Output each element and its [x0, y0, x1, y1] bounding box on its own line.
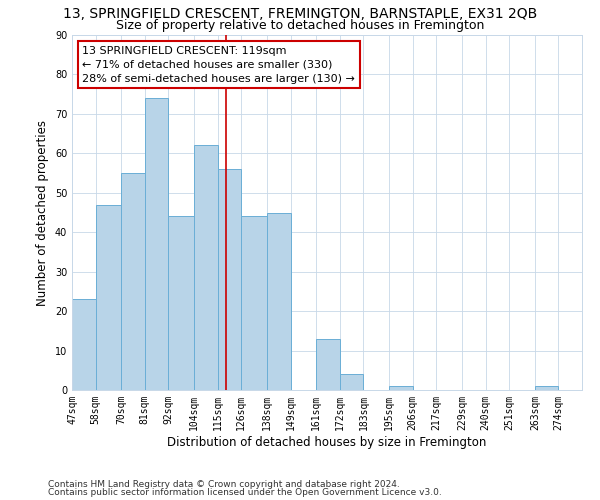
- Bar: [145, 98, 169, 390]
- Text: Size of property relative to detached houses in Fremington: Size of property relative to detached ho…: [116, 19, 484, 32]
- Bar: [194, 146, 218, 390]
- X-axis label: Distribution of detached houses by size in Fremington: Distribution of detached houses by size …: [167, 436, 487, 448]
- Y-axis label: Number of detached properties: Number of detached properties: [36, 120, 49, 306]
- Bar: [121, 173, 145, 390]
- Bar: [267, 212, 290, 390]
- Bar: [316, 338, 340, 390]
- Bar: [218, 169, 241, 390]
- Text: Contains HM Land Registry data © Crown copyright and database right 2024.: Contains HM Land Registry data © Crown c…: [48, 480, 400, 489]
- Bar: [535, 386, 559, 390]
- Text: 13 SPRINGFIELD CRESCENT: 119sqm
← 71% of detached houses are smaller (330)
28% o: 13 SPRINGFIELD CRESCENT: 119sqm ← 71% of…: [82, 46, 355, 84]
- Text: Contains public sector information licensed under the Open Government Licence v3: Contains public sector information licen…: [48, 488, 442, 497]
- Bar: [169, 216, 194, 390]
- Bar: [241, 216, 267, 390]
- Bar: [389, 386, 413, 390]
- Bar: [72, 300, 95, 390]
- Bar: [340, 374, 364, 390]
- Text: 13, SPRINGFIELD CRESCENT, FREMINGTON, BARNSTAPLE, EX31 2QB: 13, SPRINGFIELD CRESCENT, FREMINGTON, BA…: [63, 8, 537, 22]
- Bar: [95, 204, 121, 390]
